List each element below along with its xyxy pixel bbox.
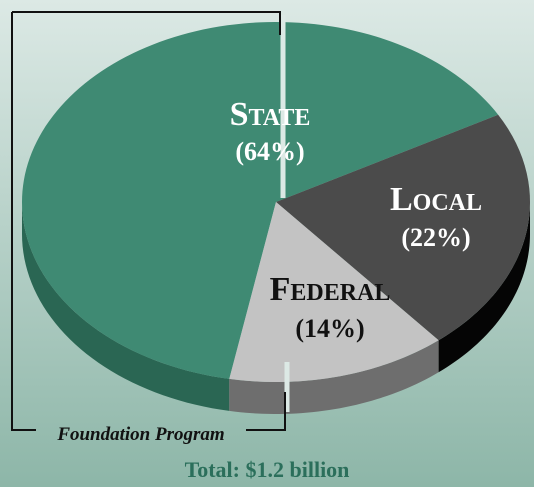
slice <box>229 202 439 383</box>
note: Total: $1.2 billion <box>185 457 350 482</box>
value-label: (14%) <box>295 314 364 343</box>
slice <box>22 22 499 379</box>
slice-side <box>438 202 530 373</box>
pie: State (64%) Local (22%) Federal (14%) <box>22 15 530 414</box>
slice-label: State <box>230 96 311 133</box>
slice-side <box>22 202 230 411</box>
value-label: (22%) <box>401 223 470 252</box>
slice <box>276 114 530 341</box>
bracket <box>11 11 286 431</box>
annotation: Foundation Program <box>56 424 224 445</box>
slice-label: Local <box>390 181 482 218</box>
slice-label: Federal <box>270 271 391 308</box>
slice-side <box>229 340 439 414</box>
value-label: (64%) <box>235 137 304 166</box>
